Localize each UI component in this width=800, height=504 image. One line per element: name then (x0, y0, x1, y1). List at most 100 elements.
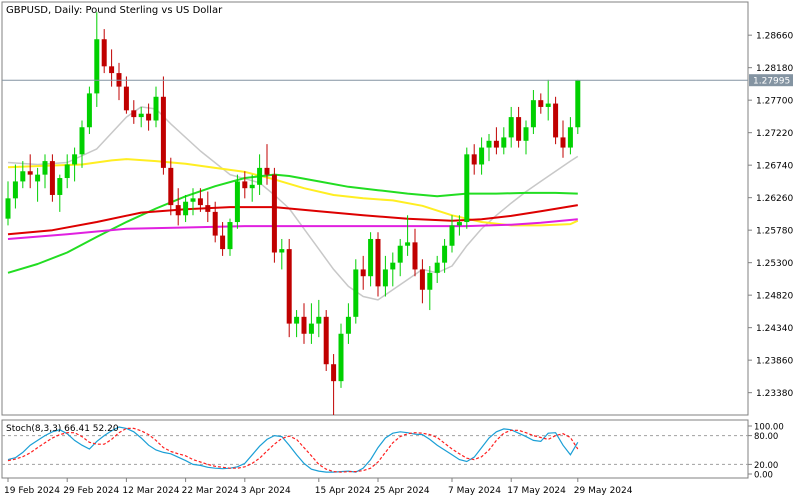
candle (264, 144, 270, 185)
time-tick-label: 29 May 2024 (574, 486, 633, 496)
candle-body (271, 174, 277, 253)
candle-body (523, 127, 529, 141)
candles (5, 12, 581, 415)
candle (301, 303, 307, 344)
candle-body (331, 364, 337, 382)
candle-body (397, 245, 403, 263)
candle-body (205, 205, 211, 212)
candle-body (234, 181, 240, 223)
candle (249, 174, 255, 202)
moving-average-line-ma_magenta (7, 218, 578, 240)
stoch-tick-label: 20.00 (754, 461, 778, 471)
moving-average-line-ma_red (7, 204, 578, 236)
candle-body (183, 201, 189, 216)
candle (368, 232, 374, 287)
candle (479, 137, 485, 175)
candle-body (220, 235, 226, 250)
candle (79, 120, 85, 168)
candle (131, 100, 137, 124)
candle (138, 106, 144, 128)
candle (449, 215, 455, 253)
candle (360, 255, 366, 290)
candle-body (138, 113, 144, 118)
candle-body (294, 316, 300, 324)
chart-title: GBPUSD, Daily: Pound Sterling vs US Doll… (6, 5, 223, 16)
price-tick-label: 1.26740 (756, 162, 793, 172)
candle (493, 127, 499, 155)
candle (567, 117, 573, 155)
price-tick-label: 1.26260 (756, 194, 793, 204)
candle (64, 154, 70, 189)
candle (20, 161, 26, 189)
candle-body (86, 93, 92, 128)
candle (516, 106, 522, 148)
candle (464, 147, 470, 229)
candle (57, 174, 63, 212)
candle-body (427, 272, 433, 290)
candle (94, 12, 100, 107)
candle (190, 188, 196, 216)
candle (331, 354, 337, 415)
candle (405, 215, 411, 256)
candle-body (390, 262, 396, 270)
candle (271, 167, 277, 263)
candle (338, 323, 344, 388)
candle (390, 252, 396, 287)
price-tick-label: 1.24340 (756, 324, 793, 334)
candle (227, 218, 233, 256)
candle-body (382, 269, 388, 287)
candle (523, 120, 529, 155)
candle-body (131, 110, 137, 118)
candle-body (308, 323, 314, 334)
candle (153, 86, 159, 128)
candle (197, 188, 203, 212)
candle (316, 299, 322, 338)
candle-body (360, 269, 366, 277)
candle-body (575, 80, 581, 128)
candle-body (442, 245, 448, 263)
candle (456, 215, 462, 236)
stoch-main-line (7, 426, 579, 473)
stoch-signal-line (7, 427, 579, 473)
main-chart-frame (1, 1, 749, 416)
candle-body (35, 174, 41, 182)
candle (508, 106, 514, 148)
candle-body (94, 39, 100, 94)
candle (286, 238, 292, 338)
current-price-label: 1.27995 (753, 77, 790, 87)
candle-body (567, 127, 573, 148)
candle-body (486, 140, 492, 148)
candle-body (338, 333, 344, 382)
candle-body (72, 154, 78, 165)
candle-body (42, 161, 48, 175)
time-tick-label: 25 Apr 2024 (374, 486, 430, 496)
candle (42, 154, 48, 189)
candle (72, 147, 78, 182)
candle (242, 171, 248, 199)
candle-body (168, 167, 174, 206)
candle (279, 238, 285, 270)
price-axis: 1.28660 1.28180 1.27700 1.27220 1.26740 1.262… (748, 32, 793, 399)
candle-body (5, 198, 11, 219)
candle-body (197, 198, 203, 206)
candle-body (316, 316, 322, 324)
candle-body (12, 181, 18, 199)
time-tick-label: 29 Feb 2024 (63, 486, 119, 496)
candle (123, 76, 129, 114)
candle-body (49, 161, 55, 195)
candle-body (323, 316, 329, 365)
candle (234, 174, 240, 229)
candle (501, 127, 507, 155)
candle (382, 255, 388, 297)
price-tick-label: 1.25780 (756, 227, 793, 237)
candle-body (471, 154, 477, 165)
candle-body (64, 164, 70, 179)
candle (35, 167, 41, 202)
candle-body (501, 137, 507, 148)
candle-body (412, 242, 418, 270)
candle (323, 310, 329, 371)
candle-body (553, 103, 559, 138)
